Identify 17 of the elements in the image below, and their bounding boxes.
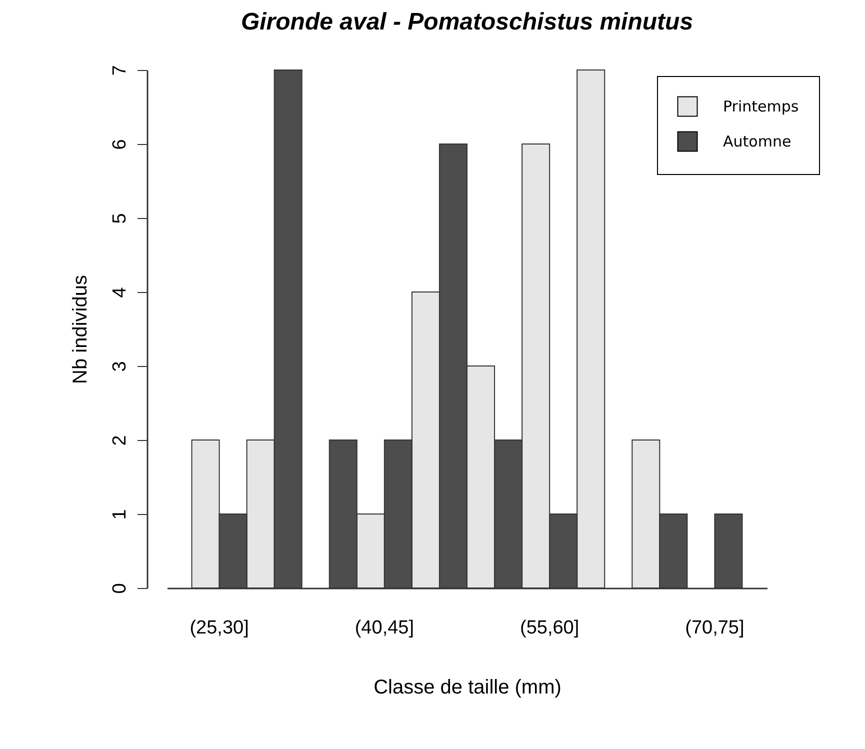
chart-title: Gironde aval - Pomatoschistus minutus bbox=[240, 8, 694, 36]
y-tick-label: 5 bbox=[110, 213, 130, 224]
legend-label: Automne bbox=[723, 132, 792, 150]
x-axis-title: Classe de taille (mm) bbox=[374, 676, 562, 698]
y-tick-label: 6 bbox=[110, 139, 130, 150]
y-axis-title: Nb individus bbox=[70, 275, 92, 384]
y-tick-label: 4 bbox=[110, 286, 130, 298]
y-tick-label: 2 bbox=[110, 435, 130, 446]
y-tick-label: 7 bbox=[110, 65, 130, 76]
x-tick-label: (55,60] bbox=[520, 618, 580, 638]
y-tick-label: 0 bbox=[110, 583, 130, 594]
x-tick-label: (70,75] bbox=[685, 618, 744, 638]
y-tick-label: 3 bbox=[110, 361, 130, 372]
x-tick-label: (40,45] bbox=[354, 618, 414, 638]
y-tick-label: 1 bbox=[110, 509, 130, 520]
x-tick-label: (25,30] bbox=[190, 618, 249, 638]
legend-label: Printemps bbox=[723, 98, 799, 116]
